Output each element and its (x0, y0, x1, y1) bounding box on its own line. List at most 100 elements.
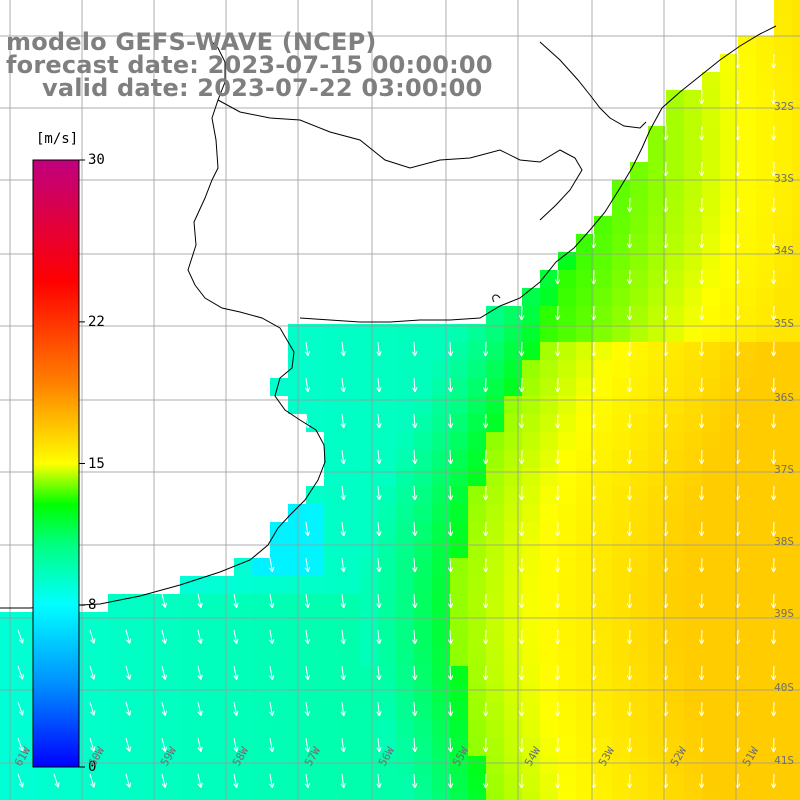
wind-cell (738, 756, 756, 774)
wind-arrow (698, 737, 705, 753)
wind-cell (594, 540, 612, 558)
wind-cell (738, 252, 756, 270)
latitude-label: 40S (774, 681, 794, 694)
wind-cell (360, 558, 378, 576)
wind-arrow (626, 197, 633, 213)
wind-cell (702, 342, 720, 360)
wind-cell (720, 360, 738, 378)
wind-arrow (554, 665, 561, 681)
wind-arrow (376, 593, 382, 609)
wind-cell (306, 702, 324, 720)
wind-arrow (340, 665, 346, 681)
wind-cell (594, 504, 612, 522)
wind-cell (666, 738, 684, 756)
wind-cell (378, 540, 396, 558)
wind-cell (558, 396, 576, 414)
wind-cell (108, 630, 126, 648)
wind-arrow (482, 737, 489, 753)
wind-cell (270, 558, 288, 576)
wind-cell (468, 630, 486, 648)
wind-cell (738, 648, 756, 666)
wind-cell (396, 720, 414, 738)
wind-cell (594, 792, 612, 800)
forecast-date: forecast date: 2023-07-15 00:00:00 (6, 51, 493, 79)
wind-cell (702, 450, 720, 468)
wind-cell (0, 738, 18, 756)
wind-cell (486, 756, 504, 774)
wind-cell (288, 756, 306, 774)
latitude-label: 36S (774, 391, 794, 404)
wind-cell (576, 504, 594, 522)
wind-cell (288, 324, 306, 342)
wind-cell (432, 504, 450, 522)
wind-cell (774, 666, 792, 684)
wind-cell (414, 432, 432, 450)
wind-cell (756, 774, 774, 792)
wind-cell (738, 324, 756, 342)
wind-cell (540, 756, 558, 774)
wind-cell (702, 198, 720, 216)
wind-cell (126, 684, 144, 702)
wind-cell (234, 630, 252, 648)
wind-cell (594, 684, 612, 702)
wind-cell (648, 396, 666, 414)
wind-cell (486, 774, 504, 792)
wind-cell (432, 540, 450, 558)
wind-cell (486, 630, 504, 648)
wind-cell (288, 522, 306, 540)
wind-cell (126, 648, 144, 666)
wind-cell (756, 630, 774, 648)
wind-cell (630, 432, 648, 450)
wind-cell (18, 756, 36, 774)
wind-cell (216, 738, 234, 756)
wind-cell (738, 630, 756, 648)
wind-cell (342, 684, 360, 702)
wind-cell (144, 738, 162, 756)
wind-arrow (770, 125, 777, 141)
wind-cell (162, 594, 180, 612)
wind-cell (648, 630, 666, 648)
wind-arrow (125, 665, 132, 680)
wind-cell (630, 342, 648, 360)
wind-cell (648, 288, 666, 306)
wind-cell (738, 558, 756, 576)
wind-cell (504, 468, 522, 486)
wind-arrow (89, 701, 96, 716)
wind-cell (792, 18, 800, 36)
wind-cell (558, 504, 576, 522)
wind-arrow (412, 521, 418, 537)
wind-arrow (698, 665, 705, 681)
wind-cell (756, 252, 774, 270)
wind-cell (198, 630, 216, 648)
wind-cell (684, 450, 702, 468)
wind-cell (576, 396, 594, 414)
wind-cell (414, 540, 432, 558)
wind-cell (774, 630, 792, 648)
wind-arrow (161, 701, 167, 716)
wind-arrow (698, 305, 705, 321)
wind-cell (792, 396, 800, 414)
wind-cell (648, 792, 666, 800)
wind-cell (306, 360, 324, 378)
wind-cell (576, 378, 594, 396)
wind-cell (576, 324, 594, 342)
wind-arrow (412, 377, 418, 393)
wind-cell (108, 738, 126, 756)
wind-cell (522, 504, 540, 522)
wind-cell (324, 612, 342, 630)
wind-cell (180, 684, 198, 702)
wind-cell (648, 234, 666, 252)
wind-cell (540, 504, 558, 522)
wind-cell (144, 774, 162, 792)
wind-arrow (304, 593, 311, 609)
wind-cell (126, 720, 144, 738)
wind-arrow (554, 557, 561, 573)
wind-cell (666, 90, 684, 108)
wind-cell (594, 756, 612, 774)
wind-cell (342, 558, 360, 576)
wind-cell (162, 684, 180, 702)
wind-cell (666, 756, 684, 774)
wind-cell (738, 36, 756, 54)
wind-arrow (770, 89, 777, 105)
wind-cell (774, 108, 792, 126)
